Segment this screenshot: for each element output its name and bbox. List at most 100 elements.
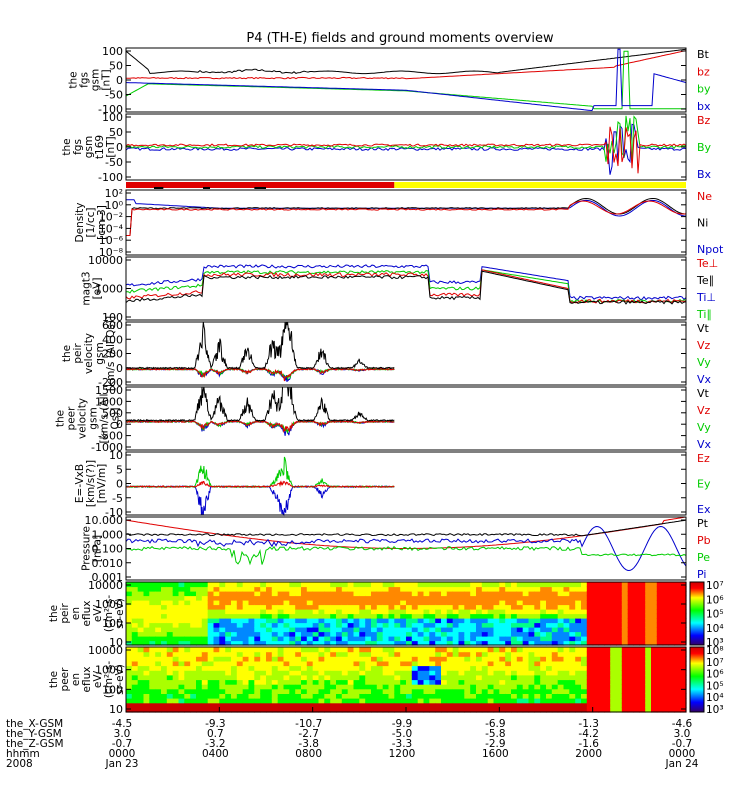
spectrogram-cell	[149, 609, 156, 615]
spectrogram-cell	[353, 684, 360, 690]
y-tick-label: -50	[105, 89, 123, 102]
spectrogram-cell	[126, 636, 133, 642]
spectrogram-cell	[610, 604, 617, 610]
spectrogram-cell	[604, 604, 611, 610]
y-tick-label: 10.000	[85, 514, 124, 527]
spectrogram-cell	[155, 684, 162, 690]
spectrogram-cell	[551, 636, 559, 642]
spectrogram-cell	[551, 609, 559, 615]
spectrogram-cell	[242, 656, 250, 662]
spectrogram-cell	[213, 656, 220, 662]
spectrogram-cell	[476, 631, 483, 637]
spectrogram-cell	[266, 665, 273, 671]
spectrogram-cell	[651, 665, 658, 671]
spectrogram-cell	[271, 600, 279, 606]
spectrogram-cell	[639, 660, 646, 667]
spectrogram-cell	[126, 595, 133, 601]
spectrogram-cell	[213, 707, 220, 713]
spectrogram-cell	[347, 651, 355, 657]
spectrogram-cell	[359, 702, 366, 708]
series-line-density-0	[126, 199, 687, 217]
spectrogram-cell	[621, 618, 629, 624]
spectrogram-cell	[190, 707, 197, 713]
spectrogram-cell	[260, 604, 267, 610]
spectrogram-cell	[172, 582, 180, 588]
spectrogram-cell	[435, 636, 442, 642]
spectrogram-cell	[470, 651, 477, 657]
spectrogram-cell	[656, 600, 664, 606]
y-tick-label: 0	[116, 362, 123, 375]
spectrogram-cell	[131, 670, 139, 676]
spectrogram-cell	[254, 636, 261, 642]
spectrogram-cell	[295, 586, 302, 592]
spectrogram-cell	[441, 684, 448, 690]
spectrogram-cell	[557, 674, 565, 681]
spectrogram-cell	[639, 647, 646, 653]
spectrogram-cell	[551, 698, 559, 704]
spectrogram-cell	[365, 674, 372, 681]
y-axis-label: Density [1/cc] [cm-3]	[74, 203, 108, 243]
spectrogram-cell	[231, 636, 238, 642]
spectrogram-cell	[621, 647, 629, 653]
spectrogram-cell	[184, 647, 191, 653]
spectrogram-cell	[166, 647, 174, 653]
spectrogram-cell	[546, 702, 553, 708]
spectrogram-cell	[417, 698, 425, 704]
spectrogram-cell	[155, 674, 162, 681]
spectrogram-cell	[668, 604, 675, 610]
spectrogram-cell	[586, 600, 594, 606]
spectrogram-cell	[271, 656, 279, 662]
spectrogram-cell	[511, 600, 518, 606]
y-tick-label: -1000	[91, 441, 123, 454]
spectrogram-cell	[581, 636, 588, 642]
spectrogram-cell	[598, 665, 605, 671]
spectrogram-cell	[155, 609, 162, 615]
spectrogram-cell	[528, 595, 535, 601]
y-axis-label-line: Density	[74, 203, 86, 243]
spectrogram-cell	[493, 582, 500, 588]
spectrogram-cell	[633, 636, 640, 642]
spectrogram-cell	[452, 698, 460, 704]
spectrogram-cell	[505, 618, 512, 624]
spectrogram-cell	[557, 582, 565, 588]
y-tick-label: 100	[102, 45, 123, 58]
spectrogram-cell	[441, 698, 448, 704]
spectrogram-cell	[435, 665, 442, 671]
spectrogram-cell	[213, 684, 220, 690]
spectrogram-cell	[406, 586, 413, 592]
spectrogram-cell	[382, 582, 390, 588]
spectrogram-cell	[610, 684, 617, 690]
spectrogram-cell	[499, 640, 506, 646]
spectrogram-cell	[126, 679, 133, 685]
spectrogram-cell	[662, 660, 670, 667]
spectrogram-cell	[365, 613, 372, 619]
spectrogram-cell	[411, 609, 419, 615]
spectrogram-cell	[231, 595, 238, 601]
spectrogram-cell	[575, 665, 582, 671]
spectrogram-cell	[563, 707, 570, 713]
spectrogram-cell	[528, 582, 535, 588]
spectrogram-cell	[499, 693, 506, 699]
spectrogram-cell	[137, 702, 145, 708]
spectrogram-cell	[359, 627, 366, 633]
spectrogram-cell	[528, 707, 535, 713]
y-axis-label-line: eflux	[81, 667, 93, 693]
spectrogram-cell	[493, 627, 500, 633]
spectrogram-cell	[376, 622, 384, 628]
spectrogram-cell	[161, 604, 168, 610]
spectrogram-cell	[219, 670, 226, 676]
spectrogram-cell	[551, 604, 559, 610]
spectrogram-cell	[621, 591, 629, 597]
spectrogram-cell	[528, 636, 535, 642]
spectrogram-cell	[522, 707, 530, 713]
spectrogram-cell	[336, 702, 343, 708]
spectrogram-cell	[295, 595, 302, 601]
spectrogram-cell	[621, 609, 629, 615]
spectrogram-cell	[528, 674, 535, 681]
spectrogram-cell	[376, 688, 384, 694]
spectrogram-cell	[540, 631, 547, 637]
spectrogram-cell	[487, 595, 495, 601]
spectrogram-cell	[429, 707, 436, 713]
spectrogram-cell	[149, 665, 156, 671]
